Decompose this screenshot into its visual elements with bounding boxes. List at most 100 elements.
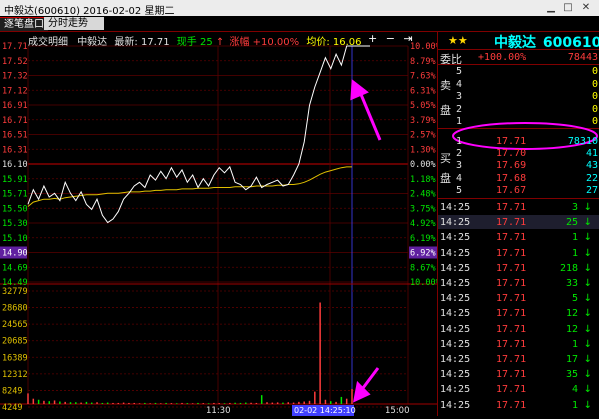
price-tick-label: 15.71	[2, 190, 28, 200]
buy1-highlight-annotation	[452, 122, 598, 150]
tick-volume: 12	[565, 308, 578, 320]
price-tick-label: 15.91	[2, 175, 28, 185]
star-rating-icon: ★★	[448, 34, 468, 47]
pct-tick-label: 3.75%	[410, 204, 436, 214]
price-tick-label: 15.10	[2, 234, 28, 244]
price-tick-label: 17.32	[2, 72, 28, 82]
price-tick-label: 16.71	[2, 116, 28, 126]
tick-time: 14:25	[440, 399, 471, 411]
sell-volume: 0	[591, 66, 598, 77]
sell-level: 3	[456, 91, 463, 102]
tick-volume: 35	[565, 369, 578, 381]
tab-tick-orderbook[interactable]: 逐笔盘口	[0, 17, 48, 31]
buy-volume: 43	[585, 160, 598, 172]
volume-tick-label: 20685	[2, 337, 28, 347]
tick-price: 17.71	[496, 354, 527, 365]
price-highlight	[0, 246, 27, 259]
cursor-time-highlight	[292, 405, 354, 416]
change-value: +10.00%	[252, 37, 300, 48]
tick-price: 17.71	[496, 262, 527, 274]
average-price-line	[27, 166, 352, 207]
down-arrow-icon: ↓	[583, 262, 592, 274]
pct-tick-label: 8.79%	[410, 57, 436, 67]
volume-tick-label: 32779	[2, 287, 28, 297]
quote-stock-name: 中毅达	[494, 35, 536, 51]
sell-volume: 0	[591, 91, 598, 102]
hand-arrow-icon: ↑	[215, 37, 225, 48]
sell-side-label-2: 盘	[440, 104, 451, 117]
buy-price: 17.71	[496, 136, 527, 147]
price-tick-label: 15.50	[2, 204, 28, 214]
sell-level: 4	[456, 78, 463, 90]
down-arrow-icon: ↓	[583, 384, 592, 396]
intraday-chart-svg: 17.71 17.52 17.32 17.12 16.91 16.71 16.51 16.31…	[0, 42, 441, 416]
tab-bar: 逐笔盘口 分时走势	[0, 16, 599, 32]
sell-volume: 0	[591, 103, 598, 115]
down-arrow-icon: ↓	[583, 278, 592, 289]
zoom-in-icon[interactable]: +	[368, 32, 378, 45]
tick-time: 14:25	[440, 323, 471, 335]
weibi-label: 委比	[440, 53, 462, 66]
tick-volume: 1	[571, 232, 578, 244]
tick-price: 17.71	[496, 369, 527, 381]
tick-time: 14:25	[440, 232, 471, 244]
zoom-out-icon[interactable]: −	[385, 32, 395, 45]
pct-tick-label: 1.30%	[410, 145, 436, 155]
tick-price: 17.71	[496, 278, 527, 289]
tick-price: 17.71	[496, 202, 527, 213]
tick-volume: 12	[565, 323, 578, 335]
sell-side-label: 卖	[440, 79, 451, 92]
pct-highlight	[409, 246, 437, 259]
volume-tick-label: 28680	[2, 304, 28, 314]
buy-volume: 78310	[567, 136, 598, 147]
buy-volume: 41	[585, 148, 598, 160]
down-arrow-icon: ↓	[583, 217, 592, 229]
price-tick-label: 16.10	[2, 160, 28, 170]
deal-detail-label[interactable]: 成交明细	[28, 37, 68, 48]
pct-tick-label: 6.92%	[410, 249, 436, 259]
maximize-icon[interactable]: □	[563, 2, 573, 13]
pct-tick-label: 4.92%	[410, 219, 436, 229]
selected-row-highlight	[438, 215, 599, 230]
volume-tick-label: 12312	[2, 370, 28, 380]
pct-tick-label: 2.57%	[410, 131, 436, 141]
tick-price: 17.71	[496, 384, 527, 396]
price-tick-label: 14.90	[2, 249, 28, 259]
buy-level: 3	[456, 160, 463, 172]
tick-volume: 1	[571, 399, 578, 411]
down-arrow-icon: ↓	[583, 308, 592, 320]
tick-price: 17.71	[496, 217, 527, 229]
buy-level: 5	[456, 184, 463, 196]
minimize-icon[interactable]: ▁	[547, 2, 555, 13]
tick-time: 14:25	[440, 247, 471, 259]
tick-time: 14:25	[440, 354, 471, 365]
down-arrow-icon: ↓	[583, 202, 592, 213]
tick-time: 14:25	[440, 384, 471, 396]
hand-label: 现手	[176, 37, 197, 48]
price-tick-label: 17.12	[2, 86, 28, 96]
intraday-chart[interactable]: 17.71 17.52 17.32 17.12 16.91 16.71 16.51 16.31…	[0, 32, 441, 416]
tick-time: 14:25	[440, 308, 471, 320]
quote-panel: ★★ 中毅达 600610 委比 +100.00% 78443 卖 盘 买 盘 …	[437, 32, 599, 416]
avg-value: 16.06	[332, 37, 362, 48]
buy-volume: 27	[585, 184, 598, 196]
chart-header: 成交明细 中毅达 最新: 17.71 现手 25 ↑ 涨幅 +10.00% 均价…	[28, 33, 362, 48]
tab-intraday[interactable]: 分时走势	[44, 17, 104, 30]
pct-tick-label: 1.18%	[410, 175, 436, 185]
expand-icon[interactable]: ⇥	[403, 32, 413, 45]
hand-value: 25	[199, 37, 213, 48]
volume-tick-label: 16389	[2, 353, 28, 363]
pct-tick-label: 2.48%	[410, 190, 436, 200]
close-icon[interactable]: ✕	[581, 2, 591, 13]
tick-time: 14:25	[440, 338, 471, 350]
price-tick-label: 15.30	[2, 219, 28, 229]
cursor-time-label: 02-02 14:25:10	[294, 406, 356, 415]
down-arrow-icon: ↓	[583, 354, 592, 365]
buy-level: 2	[456, 148, 463, 160]
price-tick-label: 16.51	[2, 131, 28, 141]
tick-volume: 25	[565, 217, 578, 229]
tick-time: 14:25	[440, 278, 471, 289]
price-tick-label: 17.71	[2, 42, 28, 52]
window-title: 中毅达(600610) 2016-02-02 星期二	[4, 6, 175, 17]
tick-volume: 17	[565, 354, 578, 365]
